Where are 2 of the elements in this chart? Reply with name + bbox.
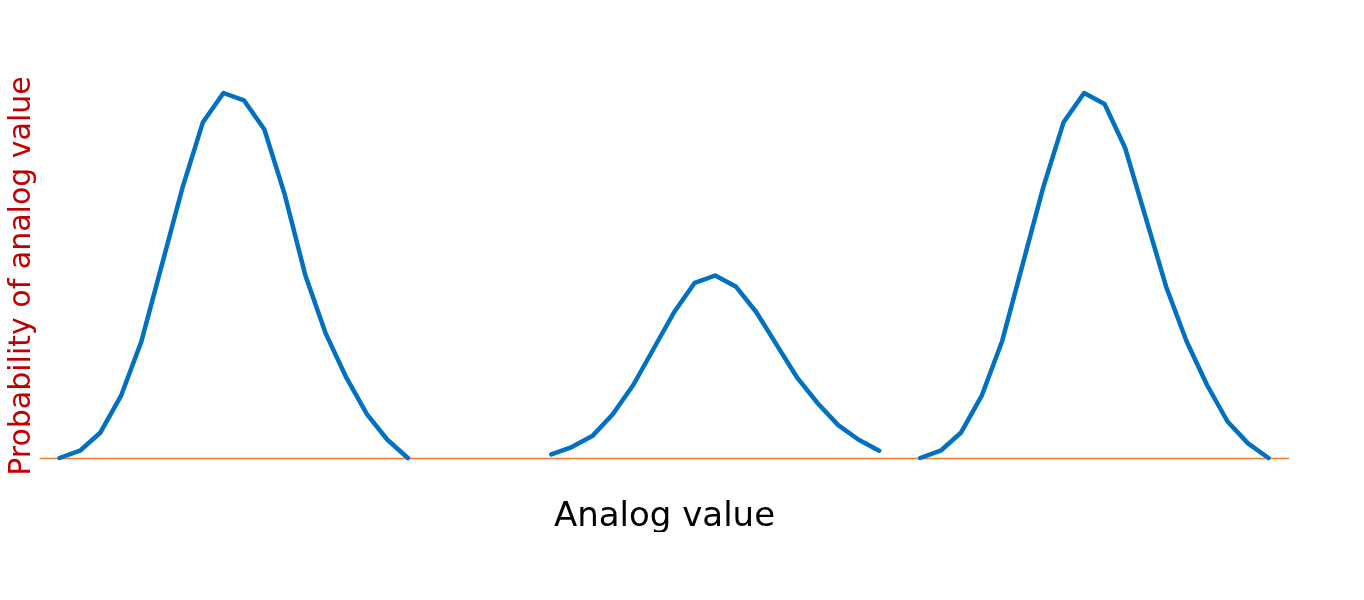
y-axis-title: Probability of analog value <box>1 76 37 476</box>
x-axis-title: Analog value <box>553 493 776 534</box>
